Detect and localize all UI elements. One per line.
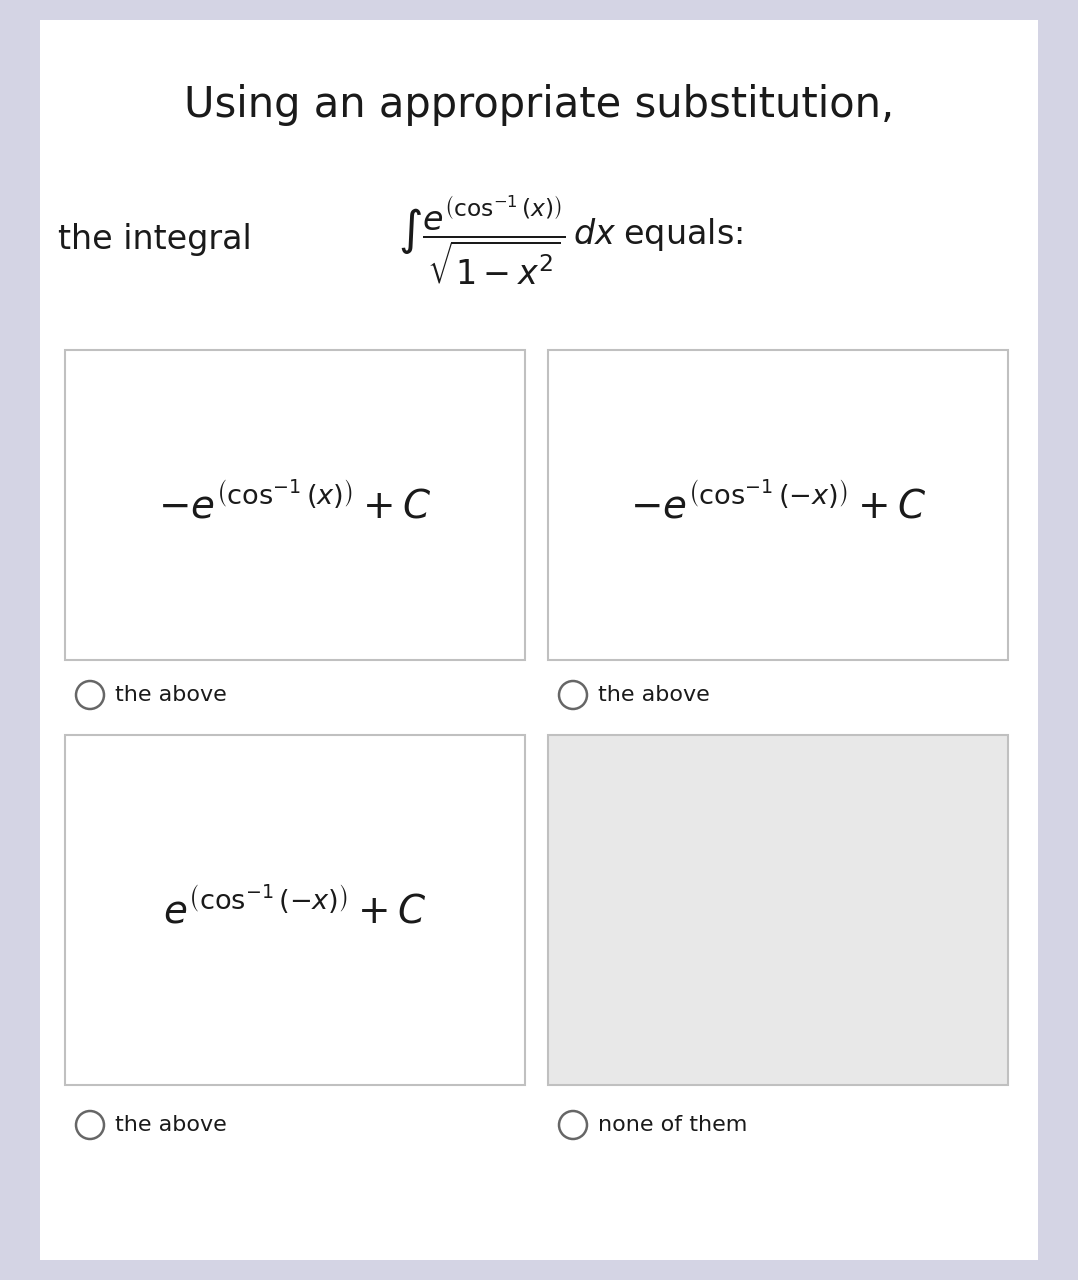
Text: $e^{\left(\cos^{-1}(-x)\right)} + C$: $e^{\left(\cos^{-1}(-x)\right)} + C$ [163,888,427,932]
Text: Using an appropriate substitution,: Using an appropriate substitution, [184,84,894,125]
Text: none of them: none of them [598,1115,747,1135]
FancyBboxPatch shape [548,735,1008,1085]
Text: the above: the above [115,685,226,705]
Text: the above: the above [115,1115,226,1135]
Text: the integral: the integral [58,224,252,256]
FancyBboxPatch shape [548,349,1008,660]
Text: $-e^{\left(\cos^{-1}(-x)\right)} + C$: $-e^{\left(\cos^{-1}(-x)\right)} + C$ [630,483,926,527]
Text: the above: the above [598,685,709,705]
FancyBboxPatch shape [65,349,525,660]
Text: $\int \dfrac{e^{\left(\cos^{-1}(x)\right)}}{\sqrt{1-x^2}}\, dx\;\text{equals:}$: $\int \dfrac{e^{\left(\cos^{-1}(x)\right… [398,193,743,287]
FancyBboxPatch shape [65,735,525,1085]
Text: $-e^{\left(\cos^{-1}(x)\right)} + C$: $-e^{\left(\cos^{-1}(x)\right)} + C$ [158,483,432,527]
FancyBboxPatch shape [40,20,1038,1260]
